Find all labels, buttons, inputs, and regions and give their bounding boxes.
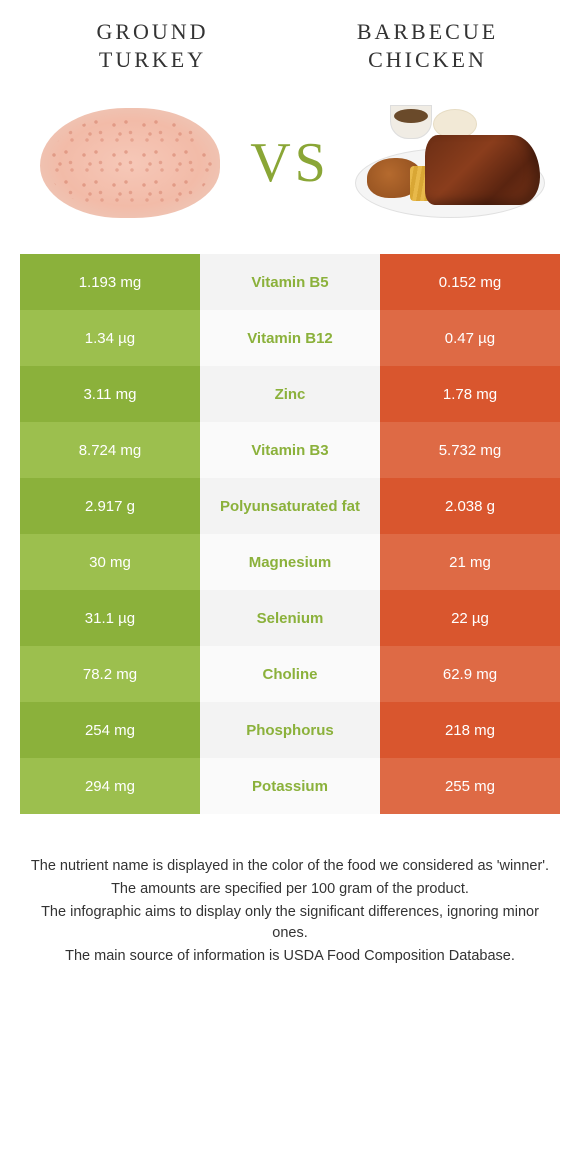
nutrient-label-cell: Vitamin B5	[200, 254, 380, 310]
left-food-title: GROUND TURKEY	[40, 18, 265, 73]
barbecue-chicken-icon	[355, 103, 545, 223]
right-value-cell: 21 mg	[380, 534, 560, 590]
footnote-line: The nutrient name is displayed in the co…	[28, 856, 552, 877]
ground-turkey-icon	[40, 108, 220, 218]
footnotes: The nutrient name is displayed in the co…	[0, 814, 580, 999]
table-row: 78.2 mgCholine62.9 mg	[20, 646, 560, 702]
table-row: 31.1 µgSelenium22 µg	[20, 590, 560, 646]
table-row: 8.724 mgVitamin B35.732 mg	[20, 422, 560, 478]
right-value-cell: 218 mg	[380, 702, 560, 758]
right-value-cell: 1.78 mg	[380, 366, 560, 422]
right-value-cell: 22 µg	[380, 590, 560, 646]
footnote-line: The amounts are specified per 100 gram o…	[28, 879, 552, 900]
right-value-cell: 0.152 mg	[380, 254, 560, 310]
nutrient-label-cell: Polyunsaturated fat	[200, 478, 380, 534]
table-row: 30 mgMagnesium21 mg	[20, 534, 560, 590]
left-value-cell: 31.1 µg	[20, 590, 200, 646]
nutrient-label-cell: Vitamin B12	[200, 310, 380, 366]
left-value-cell: 2.917 g	[20, 478, 200, 534]
nutrient-label-cell: Zinc	[200, 366, 380, 422]
nutrient-label-cell: Selenium	[200, 590, 380, 646]
left-value-cell: 8.724 mg	[20, 422, 200, 478]
right-food-image	[350, 93, 550, 233]
right-value-cell: 62.9 mg	[380, 646, 560, 702]
left-food-image	[30, 93, 230, 233]
footnote-line: The infographic aims to display only the…	[28, 902, 552, 944]
images-row: VS	[0, 83, 580, 253]
table-row: 2.917 gPolyunsaturated fat2.038 g	[20, 478, 560, 534]
table-row: 1.193 mgVitamin B50.152 mg	[20, 254, 560, 310]
footnote-line: The main source of information is USDA F…	[28, 946, 552, 967]
title-row: GROUND TURKEY BARBECUE CHICKEN	[0, 0, 580, 83]
left-value-cell: 3.11 mg	[20, 366, 200, 422]
left-value-cell: 1.193 mg	[20, 254, 200, 310]
right-value-cell: 5.732 mg	[380, 422, 560, 478]
nutrient-label-cell: Vitamin B3	[200, 422, 380, 478]
left-value-cell: 30 mg	[20, 534, 200, 590]
left-value-cell: 1.34 µg	[20, 310, 200, 366]
right-value-cell: 255 mg	[380, 758, 560, 814]
table-row: 1.34 µgVitamin B120.47 µg	[20, 310, 560, 366]
table-row: 3.11 mgZinc1.78 mg	[20, 366, 560, 422]
vs-label: VS	[250, 131, 330, 195]
nutrient-label-cell: Choline	[200, 646, 380, 702]
table-row: 294 mgPotassium255 mg	[20, 758, 560, 814]
right-value-cell: 2.038 g	[380, 478, 560, 534]
table-row: 254 mgPhosphorus218 mg	[20, 702, 560, 758]
nutrient-comparison-table: 1.193 mgVitamin B50.152 mg1.34 µgVitamin…	[20, 253, 560, 814]
left-value-cell: 78.2 mg	[20, 646, 200, 702]
right-value-cell: 0.47 µg	[380, 310, 560, 366]
left-value-cell: 254 mg	[20, 702, 200, 758]
nutrient-label-cell: Phosphorus	[200, 702, 380, 758]
right-food-title: BARBECUE CHICKEN	[315, 18, 540, 73]
nutrient-label-cell: Magnesium	[200, 534, 380, 590]
left-value-cell: 294 mg	[20, 758, 200, 814]
nutrient-label-cell: Potassium	[200, 758, 380, 814]
